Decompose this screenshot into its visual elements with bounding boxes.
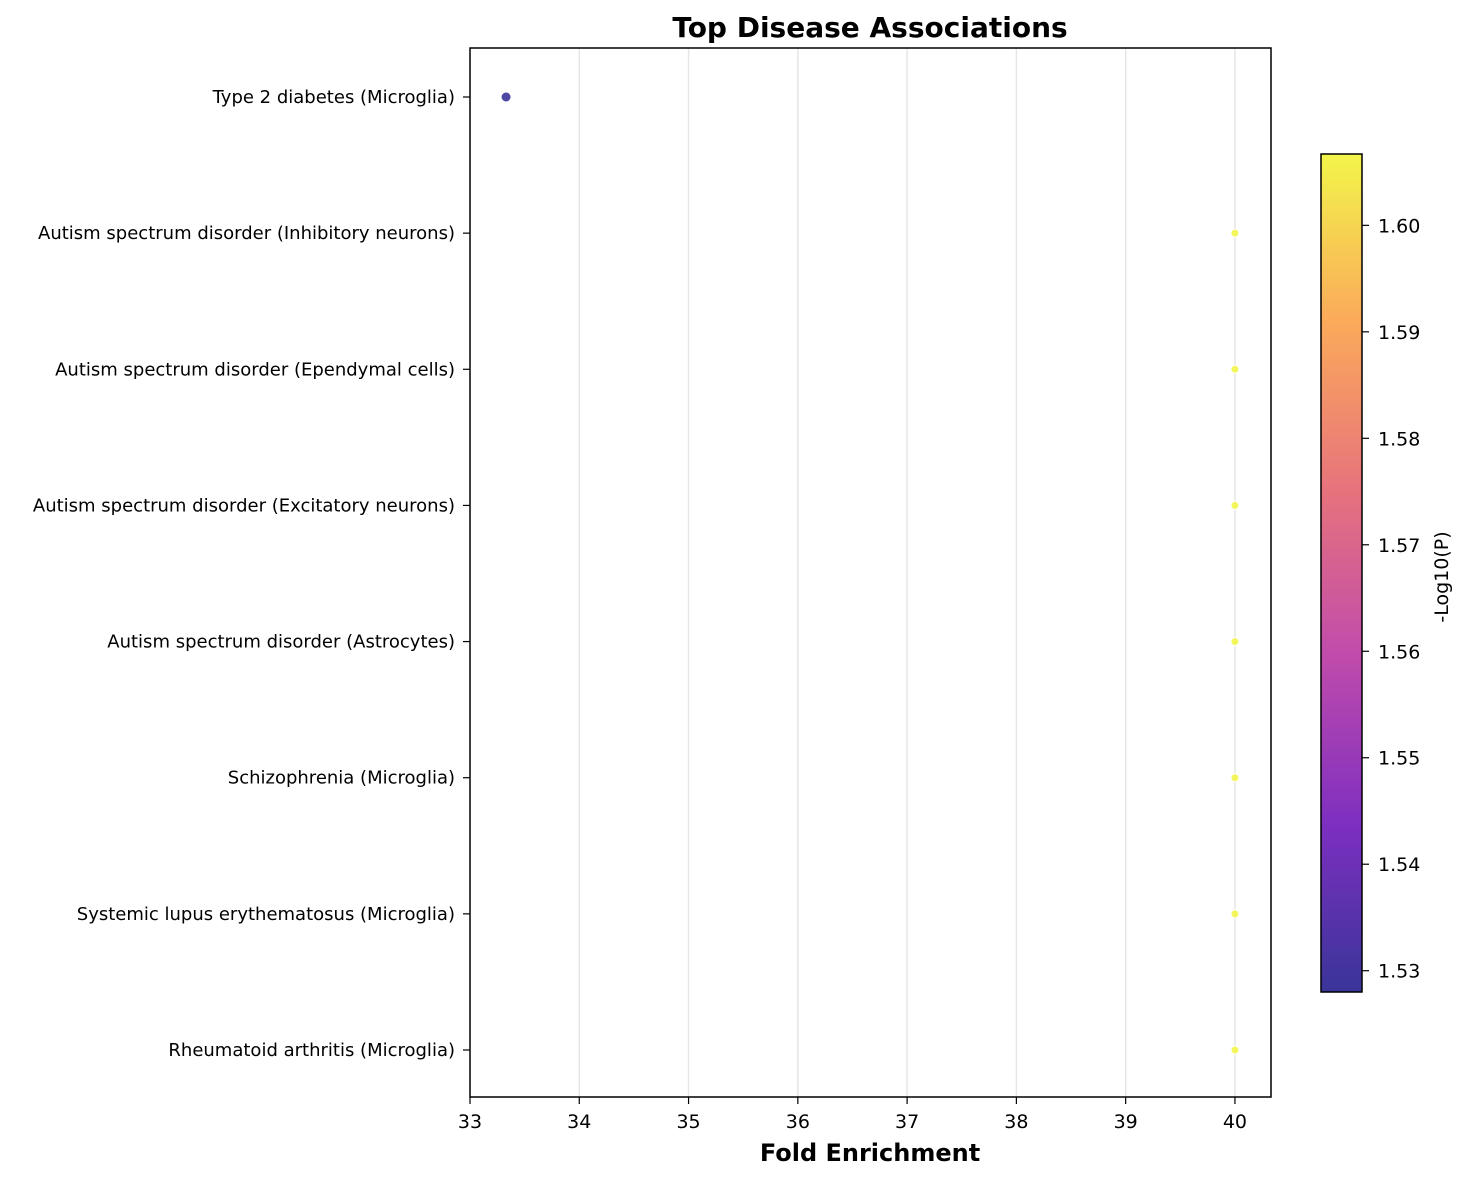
x-tick-label: 35 [676,1111,700,1133]
data-point [1230,228,1240,238]
y-category-label: Autism spectrum disorder (Excitatory neu… [33,495,455,516]
data-point [1230,500,1240,510]
grid [578,48,1236,1097]
colorbar [1320,153,1363,993]
data-point [1230,909,1240,919]
y-category-label: Type 2 diabetes (Microglia) [212,87,455,108]
colorbar-tick-label: 1.60 [1378,215,1420,237]
y-category-label: Rheumatoid arthritis (Microglia) [168,1040,455,1061]
x-tick-label: 37 [895,1111,919,1133]
data-point [1230,773,1240,783]
y-category-label: Autism spectrum disorder (Astrocytes) [107,632,455,653]
colorbar-tick-label: 1.59 [1378,322,1420,344]
x-tick-label: 34 [567,1111,591,1133]
data-points [500,91,1240,1055]
data-point [1230,1045,1240,1055]
y-category-label: Autism spectrum disorder (Ependymal cell… [55,359,455,380]
y-category-label: Systemic lupus erythematosus (Microglia) [77,904,455,925]
colorbar-ticks: 1.53 1.54 1.55 1.56 1.57 1.58 1.59 1.60 [1362,215,1420,983]
colorbar-tick-label: 1.54 [1378,854,1420,876]
x-tick-label: 39 [1114,1111,1138,1133]
x-tick-label: 33 [458,1111,482,1133]
colorbar-tick-label: 1.58 [1378,428,1420,450]
x-tick-label: 38 [1004,1111,1028,1133]
plot-frame [469,47,1272,1098]
y-category-label: Schizophrenia (Microglia) [228,768,455,789]
colorbar-tick-label: 1.53 [1378,961,1420,983]
data-point [1230,364,1240,374]
x-axis-label: Fold Enrichment [760,1139,980,1167]
x-tick-label: 40 [1223,1111,1247,1133]
chart-title: Top Disease Associations [672,11,1067,44]
colorbar-tick-label: 1.57 [1378,535,1420,557]
y-category-label: Autism spectrum disorder (Inhibitory neu… [38,223,455,244]
x-axis: 33 34 35 36 37 38 39 40 [458,1097,1247,1133]
data-point [500,91,512,103]
data-point [1230,637,1240,647]
y-axis: Type 2 diabetes (Microglia) Autism spectr… [33,87,470,1061]
colorbar-label: -Log10(P) [1431,531,1453,622]
colorbar-tick-label: 1.55 [1378,748,1420,770]
colorbar-tick-label: 1.56 [1378,641,1420,663]
x-tick-label: 36 [786,1111,810,1133]
